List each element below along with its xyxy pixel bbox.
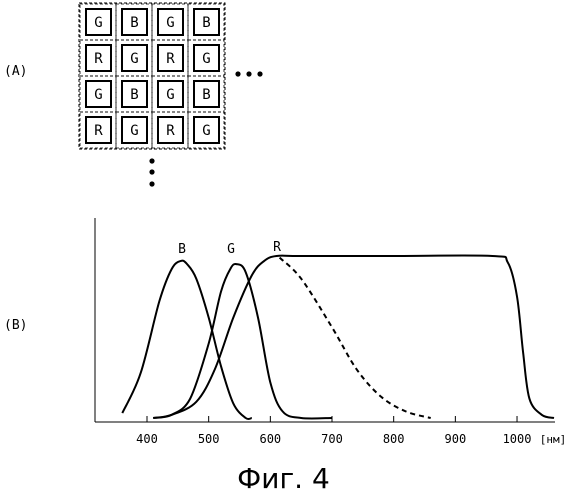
continuation-dots-horizontal [235, 71, 262, 76]
x-tick-label: 800 [383, 432, 405, 446]
figure-caption: Фиг. 4 [0, 462, 567, 495]
series-line-r-cutoff [280, 258, 431, 418]
series-line-g [153, 264, 332, 419]
filter-letter: G [130, 51, 138, 67]
filter-letter: R [166, 51, 175, 67]
filter-letter: G [166, 87, 174, 103]
filter-letter: G [202, 123, 210, 139]
filter-letter: R [94, 51, 103, 67]
filter-letter: G [94, 15, 102, 31]
filter-letter: B [202, 87, 210, 103]
figure-canvas: G B G B R G R G G B G B R G R G 400 500 600 700 800 900 1000 [… [0, 0, 567, 460]
continuation-dot [149, 158, 154, 163]
x-tick-label: 600 [259, 432, 281, 446]
filter-letter: G [202, 51, 210, 67]
continuation-dot [149, 181, 154, 186]
continuation-dot [235, 71, 240, 76]
x-tick-label: 400 [136, 432, 158, 446]
color-filter-array: G B G B R G R G G B G B R G R G [79, 3, 225, 149]
spectral-chart: 400 500 600 700 800 900 1000 [нм] B G R [95, 218, 566, 446]
series-label-r: R [273, 240, 281, 255]
filter-letter: R [94, 123, 103, 139]
continuation-dot [257, 71, 262, 76]
x-tick-label: 700 [321, 432, 343, 446]
series-label-g: G [227, 242, 235, 257]
x-unit-label: [нм] [540, 433, 567, 446]
filter-letter: B [130, 15, 138, 31]
continuation-dot [149, 169, 154, 174]
x-tick-label: 1000 [503, 432, 532, 446]
x-tick-label: 900 [445, 432, 467, 446]
filter-letter: B [202, 15, 210, 31]
filter-letter: G [94, 87, 102, 103]
filter-letter: G [130, 123, 138, 139]
series-line-b [122, 261, 252, 419]
filter-letter: R [166, 123, 175, 139]
continuation-dots-vertical [149, 158, 154, 186]
continuation-dot [246, 71, 251, 76]
filter-letter: G [166, 15, 174, 31]
x-tick-label: 500 [198, 432, 220, 446]
filter-letter: B [130, 87, 138, 103]
series-label-b: B [178, 242, 186, 257]
